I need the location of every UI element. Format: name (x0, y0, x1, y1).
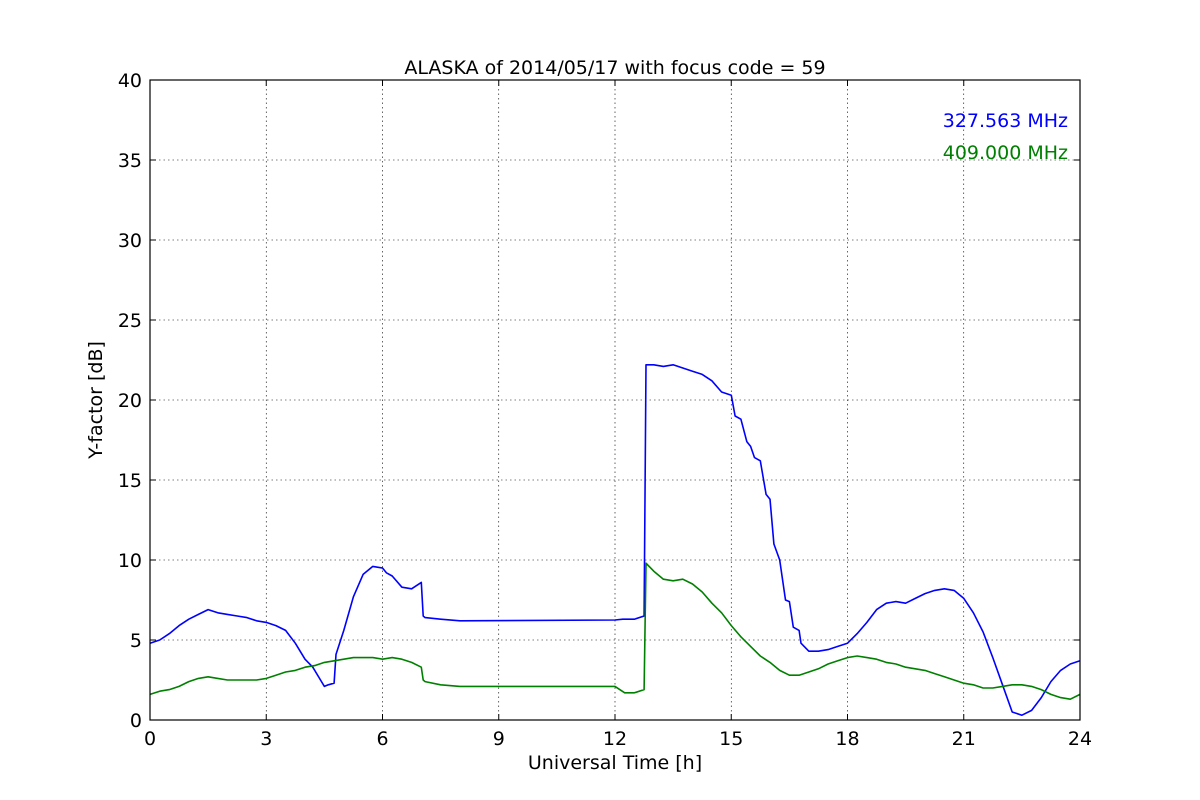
legend-entry-409-mhz: 409.000 MHz (943, 142, 1068, 164)
x-tick-label: 18 (835, 728, 859, 750)
series-line-409-mhz (149, 562, 1081, 701)
y-tick-label: 15 (118, 470, 142, 492)
y-tick-label: 30 (118, 230, 142, 252)
x-tick-label: 24 (1068, 728, 1092, 750)
y-axis-label: Y-factor [dB] (85, 341, 107, 460)
x-tick-label: 15 (719, 728, 743, 750)
x-tick-label: 6 (376, 728, 388, 750)
y-tick-label: 0 (130, 710, 142, 732)
x-tick-label: 12 (603, 728, 627, 750)
y-tick-label: 10 (118, 550, 142, 572)
y-tick-label: 25 (118, 310, 142, 332)
series-line-327-mhz (149, 363, 1081, 717)
y-tick-label: 35 (118, 150, 142, 172)
y-tick-label: 40 (118, 70, 142, 92)
ticks: 0 3 6 9 12 15 18 21 24 0 5 10 15 20 25 30 35 40 (118, 70, 1092, 750)
x-tick-label: 3 (260, 728, 272, 750)
plot-lines (149, 363, 1081, 717)
x-axis-label: Universal Time [h] (528, 752, 702, 774)
legend-entry-327-mhz: 327.563 MHz (943, 110, 1068, 132)
x-tick-label: 0 (144, 728, 156, 750)
y-tick-label: 5 (130, 630, 142, 652)
y-tick-label: 20 (118, 390, 142, 412)
x-tick-label: 21 (952, 728, 976, 750)
x-tick-label: 9 (493, 728, 505, 750)
chart-title: ALASKA of 2014/05/17 with focus code = 5… (404, 57, 825, 79)
